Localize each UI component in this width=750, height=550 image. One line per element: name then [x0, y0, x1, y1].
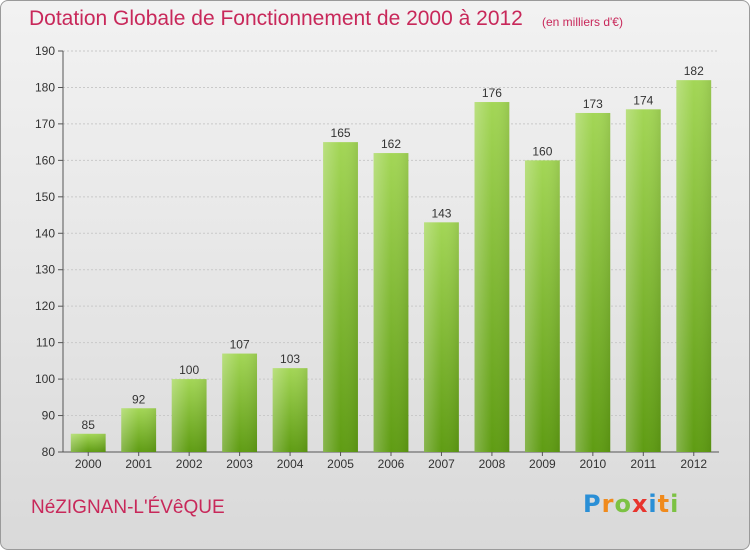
x-tick-label: 2004 [277, 457, 304, 471]
logo-letter: t [657, 490, 671, 518]
x-tick-label: 2011 [630, 457, 656, 471]
bar-shading [70, 433, 106, 452]
y-tick-label: 170 [35, 117, 55, 131]
logo-letter: i [648, 490, 658, 518]
x-tick-label: 2010 [579, 457, 606, 471]
data-label: 176 [482, 86, 502, 100]
x-tick-label: 2001 [125, 457, 152, 471]
bar-shading [474, 102, 510, 452]
bar-shading [272, 368, 308, 452]
y-tick-label: 160 [35, 153, 55, 167]
y-tick-label: 180 [35, 80, 55, 94]
x-tick-label: 2003 [226, 457, 253, 471]
bar-shading [424, 222, 459, 452]
y-tick-label: 90 [42, 409, 56, 423]
x-tick-label: 2002 [176, 457, 203, 471]
data-label: 173 [583, 97, 603, 111]
y-tick-label: 150 [35, 190, 55, 204]
bar-shading [373, 153, 409, 452]
bar-shading [625, 109, 661, 452]
chart-unit-note: (en milliers d'€) [542, 15, 623, 29]
y-tick-label: 120 [35, 299, 55, 313]
data-label: 162 [381, 137, 401, 151]
y-tick-label: 130 [35, 263, 55, 277]
data-label: 103 [280, 352, 300, 366]
x-tick-label: 2009 [529, 457, 556, 471]
y-tick-label: 140 [35, 226, 55, 240]
chart-title: Dotation Globale de Fonctionnement de 20… [29, 7, 523, 30]
bar-shading [171, 379, 207, 452]
y-tick-label: 190 [35, 44, 55, 58]
data-label: 107 [230, 338, 250, 352]
commune-name: NéZIGNAN-L'ÉVêQUE [31, 497, 225, 518]
data-label: 160 [532, 144, 552, 158]
data-label: 92 [132, 392, 146, 406]
x-tick-label: 2008 [479, 457, 506, 471]
bar-shading [676, 80, 712, 452]
data-label: 85 [82, 418, 96, 432]
y-tick-label: 100 [35, 372, 55, 386]
logo-letter: r [601, 490, 615, 518]
bar-shading [222, 353, 258, 452]
data-label: 182 [684, 64, 704, 78]
x-tick-label: 2006 [378, 457, 405, 471]
x-tick-label: 2007 [428, 457, 455, 471]
data-label: 143 [431, 206, 451, 220]
logo-letter: P [583, 490, 602, 518]
data-label: 100 [179, 363, 199, 377]
bar-shading [121, 408, 157, 452]
logo-letter: i [670, 490, 680, 518]
bar-shading [575, 112, 611, 453]
logo-letter: x [631, 490, 649, 518]
x-tick-label: 2005 [327, 457, 354, 471]
x-tick-label: 2012 [680, 457, 707, 471]
proxiti-logo[interactable]: Proxiti [583, 490, 679, 518]
data-label: 174 [633, 93, 653, 107]
y-tick-label: 110 [36, 336, 55, 350]
bar-shading [524, 160, 560, 452]
data-label: 165 [331, 126, 351, 140]
bar-shading [323, 142, 358, 453]
logo-letter: o [614, 490, 632, 518]
x-tick-label: 2000 [75, 457, 102, 471]
y-tick-label: 80 [42, 445, 56, 459]
labels: 2000 85 2001 92 2002 100 2003 107 2004 103 2005 165… [75, 64, 708, 471]
bars [70, 80, 712, 453]
